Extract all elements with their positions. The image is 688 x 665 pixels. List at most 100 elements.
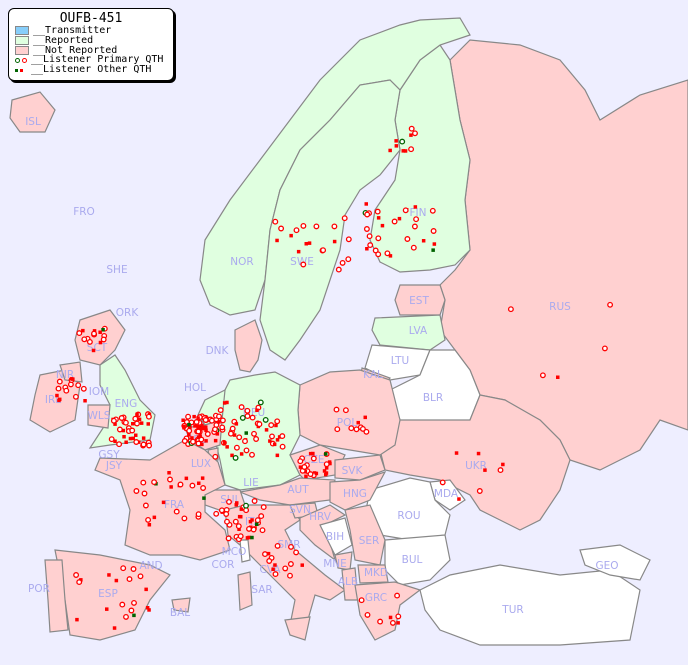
country-label-fra: FRA xyxy=(164,499,185,511)
listener-primary-qth-marker xyxy=(140,441,147,448)
listener-other-qth-marker xyxy=(457,497,461,501)
listener-primary-qth-marker xyxy=(243,447,250,454)
listener-primary-qth-marker xyxy=(345,236,352,243)
listener-other-qth-marker xyxy=(196,416,200,420)
listener-other-qth-marker xyxy=(245,536,250,540)
listener-other-qth-marker xyxy=(225,445,229,449)
listener-other-qth-marker xyxy=(75,617,79,622)
listener-primary-qth-marker xyxy=(307,471,314,478)
listener-other-qth-marker xyxy=(332,239,337,244)
listener-other-qth-marker xyxy=(187,433,191,437)
listener-primary-qth-marker xyxy=(279,433,286,440)
listener-other-qth-marker xyxy=(230,453,234,458)
listener-other-qth-marker xyxy=(188,425,192,429)
listener-other-qth-marker xyxy=(421,239,426,243)
listener-primary-qth-marker xyxy=(279,443,286,450)
listener-primary-qth-marker xyxy=(293,227,300,234)
listener-primary-qth-marker xyxy=(334,426,341,433)
country-label-hol: HOL xyxy=(184,382,206,394)
listener-primary-qth-marker xyxy=(358,597,365,604)
listener-other-qth-marker xyxy=(139,421,144,425)
legend-title: OUFB-451 xyxy=(59,11,123,26)
listener-primary-qth-marker xyxy=(310,455,317,462)
listener-primary-qth-marker xyxy=(274,542,281,549)
listener-primary-qth-marker xyxy=(116,426,123,433)
listener-other-qth-marker xyxy=(356,420,360,425)
listener-other-qth-marker xyxy=(193,424,197,428)
country-label-fin: FIN xyxy=(410,207,427,219)
country-nir xyxy=(59,361,83,383)
listener-primary-qth-marker xyxy=(301,464,308,470)
listener-primary-qth-marker xyxy=(223,511,230,517)
listener-other-qth-marker xyxy=(98,340,103,345)
country-label-lux: LUX xyxy=(191,458,211,470)
country-label-dnk: DNK xyxy=(206,345,230,357)
listener-other-qth-marker xyxy=(204,439,208,443)
listener-primary-qth-marker xyxy=(313,223,320,230)
listener-primary-qth-marker xyxy=(133,488,140,494)
legend-item-reported: __Reported xyxy=(9,35,173,46)
listener-primary-qth-marker xyxy=(233,444,240,451)
listener-other-qth-marker xyxy=(222,401,227,405)
listener-primary-qth-marker xyxy=(204,431,211,437)
listener-primary-qth-marker xyxy=(86,338,93,345)
listener-primary-qth-marker xyxy=(217,407,224,414)
listener-primary-qth-marker xyxy=(320,247,327,254)
listener-primary-qth-marker xyxy=(375,251,382,258)
listener-primary-qth-marker xyxy=(235,523,242,530)
listener-primary-qth-marker xyxy=(122,419,129,426)
listener-primary-qth-marker xyxy=(359,425,366,432)
listener-primary-qth-marker xyxy=(272,571,279,578)
listener-other-qth-marker xyxy=(255,408,259,412)
listener-other-qth-marker xyxy=(234,503,238,507)
listener-other-qth-marker xyxy=(314,471,319,476)
listener-primary-qth-marker xyxy=(293,549,300,556)
listener-primary-qth-marker xyxy=(226,498,232,505)
listener-other-qth-marker xyxy=(145,606,150,610)
country-label-hng: HNG xyxy=(343,488,367,500)
listener-other-qth-marker xyxy=(55,393,59,398)
listener-primary-qth-marker xyxy=(353,426,360,433)
listener-primary-qth-marker xyxy=(123,613,129,620)
listener-primary-qth-marker xyxy=(395,613,402,620)
listener-other-qth-marker xyxy=(105,607,109,611)
listener-primary-qth-marker xyxy=(242,438,248,445)
country-bal xyxy=(171,597,191,613)
listener-other-qth-marker xyxy=(296,249,301,254)
listener-primary-qth-marker xyxy=(287,572,293,579)
listener-other-qth-marker xyxy=(121,428,126,433)
listener-primary-qth-marker xyxy=(256,421,263,428)
listener-other-qth-marker xyxy=(128,436,133,441)
listener-other-qth-marker xyxy=(196,425,200,429)
listener-other-qth-marker xyxy=(147,523,152,527)
listener-other-qth-marker xyxy=(144,587,148,592)
listener-other-qth-marker xyxy=(98,330,102,334)
listener-other-qth-marker xyxy=(169,485,173,489)
legend-item-primary-qth: __Listener Primary QTH xyxy=(9,55,173,65)
listener-primary-qth-marker xyxy=(145,516,152,523)
listener-primary-qth-marker xyxy=(300,261,307,268)
listener-other-qth-marker xyxy=(225,400,229,405)
country-label-kal: KAL xyxy=(363,369,383,381)
listener-primary-qth-marker xyxy=(345,256,352,263)
country-label-est: EST xyxy=(409,295,429,307)
listener-primary-qth-marker xyxy=(323,461,330,468)
listener-primary-qth-marker xyxy=(130,566,137,572)
listener-primary-qth-marker xyxy=(404,236,411,242)
legend-label: __Listener Primary QTH xyxy=(31,54,164,66)
listener-primary-qth-marker xyxy=(251,498,258,504)
country-label-and: AND xyxy=(139,560,162,572)
listener-primary-qth-marker xyxy=(218,507,225,514)
country-label-mkd: MKD xyxy=(364,567,388,579)
listener-primary-qth-marker xyxy=(73,572,80,578)
listener-primary-qth-marker xyxy=(189,482,196,489)
country-label-jsy: JSY xyxy=(105,460,123,472)
listener-primary-qth-marker xyxy=(278,225,285,232)
listener-primary-qth-marker xyxy=(239,414,246,421)
listener-primary-qth-marker xyxy=(119,601,126,608)
listener-primary-qth-marker xyxy=(140,479,147,486)
listener-other-qth-marker xyxy=(213,438,218,443)
listener-other-qth-marker xyxy=(204,428,208,432)
listener-primary-qth-marker xyxy=(297,458,304,465)
country-label-isl: ISL xyxy=(25,116,41,128)
